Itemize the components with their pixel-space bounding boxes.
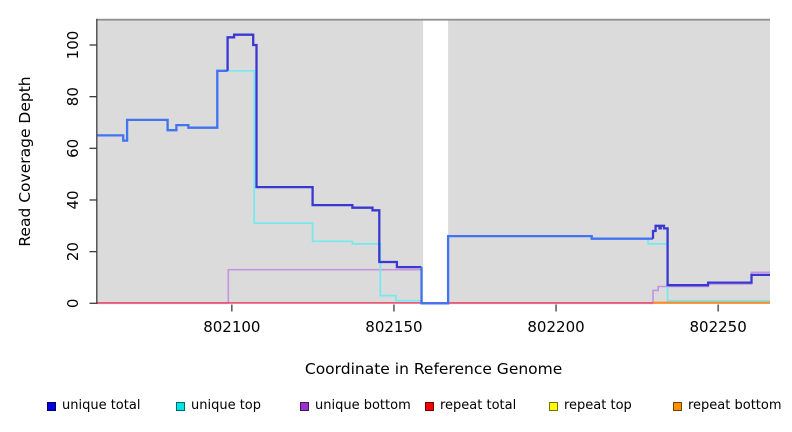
plot-shaded-region xyxy=(97,20,424,304)
series-unique-total xyxy=(97,69,228,142)
plot-shaded-region xyxy=(448,20,770,304)
y-tick-label: 40 xyxy=(64,190,82,209)
plot-top-border xyxy=(97,18,771,21)
series-lines xyxy=(97,33,770,305)
series-unique-total xyxy=(226,33,422,269)
legend-label: unique top xyxy=(191,398,262,413)
series-unique-total xyxy=(651,224,770,287)
unique-total-swatch-icon xyxy=(47,402,56,411)
unique-bottom-swatch-icon xyxy=(300,402,309,411)
y-tick-label: 0 xyxy=(64,299,82,309)
y-tick-label: 60 xyxy=(64,139,82,158)
unique-top-swatch-icon xyxy=(176,402,185,411)
x-axis-title: Coordinate in Reference Genome xyxy=(305,360,562,378)
y-axis-title: Read Coverage Depth xyxy=(16,76,34,246)
repeat-top-swatch-icon xyxy=(549,402,558,411)
plot-background xyxy=(97,18,771,304)
series-unique-bottom xyxy=(97,268,770,305)
repeat-bottom-swatch-icon xyxy=(673,402,682,411)
x-tick-label: 802200 xyxy=(527,318,584,336)
legend-label: repeat top xyxy=(564,398,632,413)
legend-label: unique bottom xyxy=(315,398,411,413)
axes: 0 20 40 60 80 100 802100 802150 802200 802250 xyxy=(64,18,747,336)
y-tick-label: 100 xyxy=(64,31,82,60)
x-tick-label: 802250 xyxy=(689,318,746,336)
legend-label: repeat total xyxy=(440,398,517,413)
x-tick-label: 802100 xyxy=(203,318,260,336)
repeat-total-swatch-icon xyxy=(425,402,434,411)
legend-label: unique total xyxy=(62,398,141,413)
series-unique-total xyxy=(420,234,653,305)
y-tick-label: 80 xyxy=(64,87,82,106)
y-tick-label: 20 xyxy=(64,242,82,261)
legend: unique total unique top unique bottom re… xyxy=(0,397,792,421)
legend-label: repeat bottom xyxy=(688,398,782,413)
x-tick-label: 802150 xyxy=(365,318,422,336)
